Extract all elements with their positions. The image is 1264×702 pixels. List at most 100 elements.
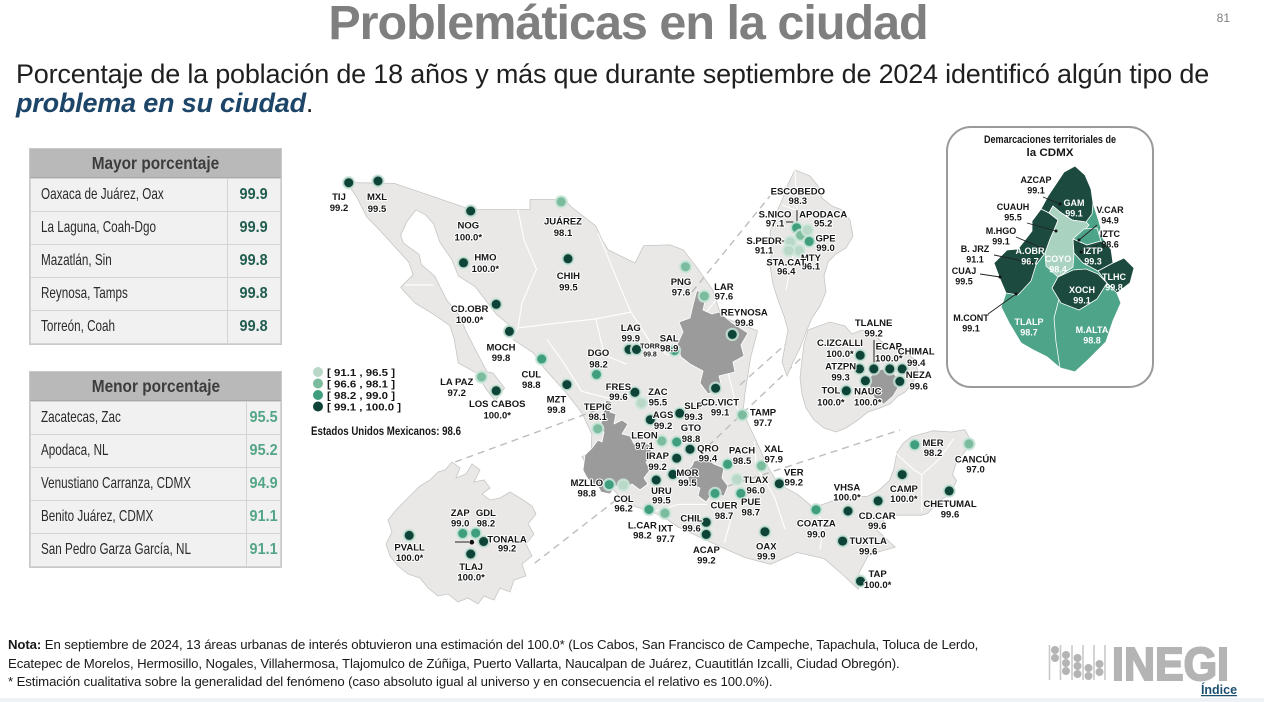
svg-text:ESCOBEDO: ESCOBEDO [771,186,825,197]
svg-text:98.3: 98.3 [789,196,808,207]
svg-text:NEZA: NEZA [906,370,932,381]
svg-text:98.8: 98.8 [1083,336,1101,346]
svg-text:99.6: 99.6 [682,524,701,535]
svg-text:99.0: 99.0 [816,243,835,254]
svg-text:99.5: 99.5 [652,496,671,507]
svg-text:GTO: GTO [681,423,701,434]
svg-text:98.1: 98.1 [554,228,573,239]
svg-text:96.0: 96.0 [747,486,766,497]
svg-text:98.8: 98.8 [578,488,597,499]
svg-text:CHIH: CHIH [557,271,580,282]
svg-text:MOR: MOR [676,468,698,479]
svg-text:ZAC: ZAC [648,387,668,398]
svg-text:AGS: AGS [653,410,674,421]
svg-text:IZTP: IZTP [1083,246,1103,256]
svg-text:CANCÚN: CANCÚN [955,453,996,465]
svg-text:[ 96.6 , 98.1 ]: [ 96.6 , 98.1 ] [327,378,395,390]
svg-text:Demarcaciones territoriales de: Demarcaciones territoriales de [984,134,1116,146]
svg-text:[ 98.2 , 99.0 ]: [ 98.2 , 99.0 ] [327,390,395,402]
svg-text:NOG: NOG [457,221,479,232]
svg-text:IRAP: IRAP [646,451,669,462]
svg-text:PNG: PNG [671,277,692,288]
svg-text:100.0*: 100.0* [472,264,500,275]
svg-text:TIJ: TIJ [332,192,346,203]
svg-text:CAMP: CAMP [890,484,919,495]
svg-text:98.1: 98.1 [588,412,607,423]
svg-text:99.2: 99.2 [498,543,517,554]
svg-text:[ 91.1 , 96.5 ]: [ 91.1 , 96.5 ] [327,367,395,379]
svg-text:FRES: FRES [606,382,631,393]
svg-text:99.2: 99.2 [864,328,883,339]
svg-text:100.0*: 100.0* [833,493,861,504]
svg-text:MZT: MZT [547,395,567,406]
svg-text:A.OBR: A.OBR [1016,246,1046,256]
svg-text:TLHC: TLHC [1102,272,1126,282]
svg-text:100.0*: 100.0* [457,572,485,583]
svg-text:C.IZCALLI: C.IZCALLI [817,338,863,349]
svg-text:98.8: 98.8 [522,380,541,391]
svg-text:100.0*: 100.0* [817,397,845,408]
svg-text:TORR: TORR [640,344,660,351]
svg-text:99.2: 99.2 [330,203,349,214]
svg-text:99.8: 99.8 [643,352,657,359]
svg-text:99.5: 99.5 [678,478,697,489]
svg-text:CUAJ: CUAJ [952,266,977,276]
svg-text:PACH: PACH [729,446,755,457]
svg-text:TAP: TAP [868,569,887,580]
svg-text:99.5: 99.5 [955,277,973,287]
svg-text:97.1: 97.1 [635,441,654,452]
svg-text:COYO: COYO [1045,254,1072,264]
svg-text:98.2: 98.2 [924,448,943,459]
svg-text:APODACA: APODACA [799,210,847,221]
svg-text:LEON: LEON [631,431,658,442]
svg-text:95.5: 95.5 [1004,213,1022,223]
svg-text:CUER: CUER [711,501,738,512]
svg-text:100.0*: 100.0* [456,315,484,326]
svg-text:99.5: 99.5 [368,204,387,215]
svg-text:COATZA: COATZA [797,519,836,530]
svg-text:98.9: 98.9 [660,344,679,355]
svg-text:CUAUH: CUAUH [997,202,1030,212]
svg-text:99.1: 99.1 [962,324,980,334]
svg-text:XAL: XAL [764,444,783,455]
svg-text:ZAP: ZAP [451,508,471,519]
svg-text:REYNOSA: REYNOSA [721,308,768,319]
svg-text:TEPIC: TEPIC [584,402,612,413]
svg-text:M.HGO: M.HGO [986,226,1017,236]
svg-text:100.0*: 100.0* [396,553,424,564]
svg-text:98.7: 98.7 [742,507,761,518]
svg-text:GDL: GDL [476,508,496,519]
svg-text:98.7: 98.7 [1020,328,1038,338]
svg-text:VER: VER [784,468,804,479]
svg-text:99.2: 99.2 [654,421,673,432]
svg-text:99.2: 99.2 [785,478,804,489]
svg-text:99.2: 99.2 [648,462,667,473]
svg-text:V.CAR: V.CAR [1096,205,1124,215]
svg-text:100.0*: 100.0* [455,233,483,244]
svg-text:S.NICO: S.NICO [759,210,792,221]
svg-text:LA PAZ: LA PAZ [440,377,473,388]
svg-text:99.3: 99.3 [1084,257,1102,267]
svg-text:100.0*: 100.0* [826,349,854,360]
svg-text:LAG: LAG [621,323,641,334]
svg-text:IXT: IXT [658,524,673,535]
svg-text:99.6: 99.6 [941,509,960,520]
svg-text:99.6: 99.6 [859,547,878,558]
svg-text:99.8: 99.8 [547,405,566,416]
svg-text:99.8: 99.8 [735,318,754,329]
svg-text:XOCH: XOCH [1069,285,1095,295]
svg-text:VHSA: VHSA [834,482,861,493]
svg-text:97.6: 97.6 [672,287,691,298]
svg-text:95.5: 95.5 [649,397,668,408]
svg-text:98.2: 98.2 [589,359,608,370]
svg-text:97.6: 97.6 [715,292,734,303]
svg-text:CHETUMAL: CHETUMAL [923,499,976,510]
svg-text:M.ALTA: M.ALTA [1076,325,1109,335]
svg-text:CHIMAL: CHIMAL [898,346,935,357]
svg-text:M.CONT: M.CONT [953,313,989,323]
svg-text:la CDMX: la CDMX [1027,147,1075,159]
svg-text:100.0*: 100.0* [483,410,511,421]
svg-text:TOL: TOL [821,385,840,396]
svg-text:MER: MER [922,438,943,449]
svg-text:96.2: 96.2 [614,504,633,515]
